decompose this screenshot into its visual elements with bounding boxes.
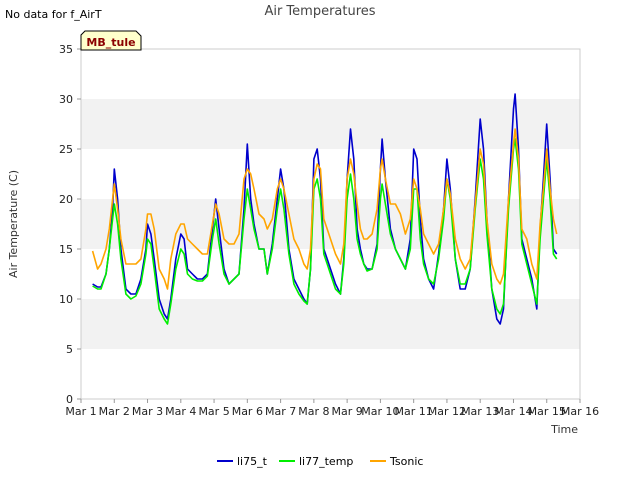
site-badge-label: MB_tule: [86, 36, 135, 49]
legend-label-tsonic: Tsonic: [389, 455, 423, 468]
y-tick-label: 35: [59, 43, 73, 56]
legend: li75_t li77_temp Tsonic: [217, 455, 423, 468]
chart-title: Air Temperatures: [264, 4, 375, 19]
y-axis-label: Air Temperature (C): [7, 170, 20, 278]
site-badge-shape: [80, 30, 142, 51]
x-tick-label: Mar 5: [198, 405, 229, 418]
legend-label-li75-t: li75_t: [237, 455, 268, 468]
x-tick-label: Mar 11: [395, 405, 433, 418]
x-axis-label: Time: [550, 423, 578, 436]
y-tick-label: 20: [59, 193, 73, 206]
plot-frame: [80, 48, 581, 400]
x-tick-label: Mar 14: [494, 405, 532, 418]
no-data-note: No data for f_AirT: [5, 8, 102, 21]
x-tick-label: Mar 4: [165, 405, 196, 418]
x-tick-label: Mar 13: [461, 405, 499, 418]
x-tick-label: Mar 15: [528, 405, 566, 418]
x-tick-label: Mar 3: [132, 405, 163, 418]
y-tick-label: 30: [59, 93, 73, 106]
x-tick-label: Mar 12: [428, 405, 466, 418]
grid-band: [81, 99, 580, 149]
y-tick-label: 5: [66, 343, 73, 356]
x-axis-ticks: Mar 1 Mar 2 Mar 3 Mar 4 Mar 5 Mar 6 Mar 7 Mar 8…: [65, 399, 599, 418]
x-tick-label: Mar 16: [561, 405, 599, 418]
series-line-li75-t: [92, 93, 558, 325]
series-line-tsonic: [91, 128, 558, 290]
legend-label-li77-temp: li77_temp: [299, 455, 353, 468]
x-tick-label: Mar 1: [65, 405, 96, 418]
y-tick-label: 10: [59, 293, 73, 306]
series-lines: [91, 93, 558, 325]
y-axis-ticks: 0 5 10 15 20 25 30 35: [59, 43, 81, 406]
y-tick-label: 0: [66, 393, 73, 406]
series-line-li77-temp: [92, 138, 558, 325]
grid-band: [81, 299, 580, 349]
x-tick-label: Mar 6: [232, 405, 263, 418]
x-tick-label: Mar 7: [265, 405, 296, 418]
y-tick-label: 15: [59, 243, 73, 256]
x-tick-label: Mar 10: [361, 405, 399, 418]
x-tick-label: Mar 9: [332, 405, 363, 418]
y-tick-label: 25: [59, 143, 73, 156]
grid-bands: [81, 99, 580, 349]
x-tick-label: Mar 2: [99, 405, 130, 418]
x-tick-label: Mar 8: [298, 405, 329, 418]
